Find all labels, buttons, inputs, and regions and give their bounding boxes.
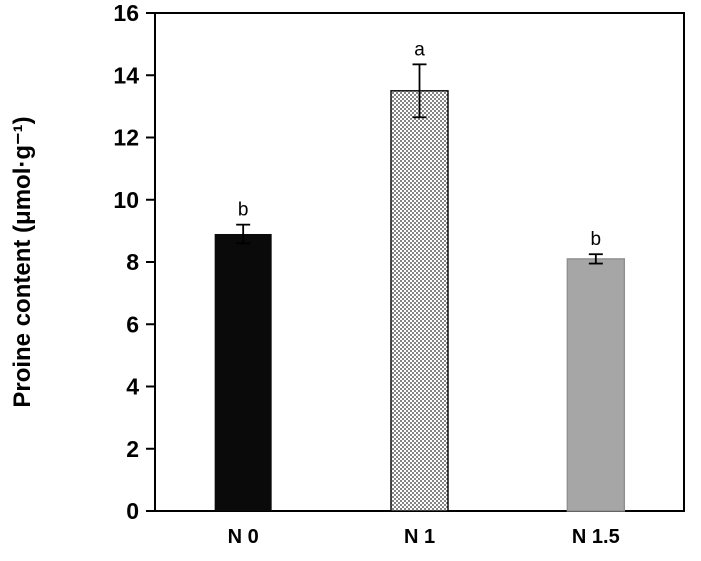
significance-letter: b	[238, 200, 249, 221]
y-tick-label: 4	[126, 374, 139, 400]
y-tick-label: 0	[126, 498, 139, 524]
y-tick-label: 6	[126, 311, 139, 337]
y-tick-label: 2	[126, 436, 139, 462]
y-axis-title: Proine content (μmol·g⁻¹)	[9, 116, 36, 407]
significance-letter: b	[591, 229, 602, 250]
y-tick-label: 10	[113, 187, 139, 213]
bar	[214, 233, 272, 512]
x-tick-label: N 1	[404, 526, 435, 548]
significance-letter: a	[414, 39, 425, 60]
bar	[390, 90, 449, 512]
plot-area: 0 2 4 6 8 10 12 14 16 b N 0 a N 1 b N 1.5	[113, 0, 685, 548]
y-tick-label: 12	[113, 125, 139, 151]
y-tick-label: 8	[126, 249, 139, 275]
x-tick-label: N 1.5	[572, 526, 620, 548]
y-tick-label: 14	[113, 62, 139, 88]
x-tick-label: N 0	[228, 526, 259, 548]
bar	[566, 258, 626, 512]
y-tick-label: 16	[113, 0, 139, 26]
